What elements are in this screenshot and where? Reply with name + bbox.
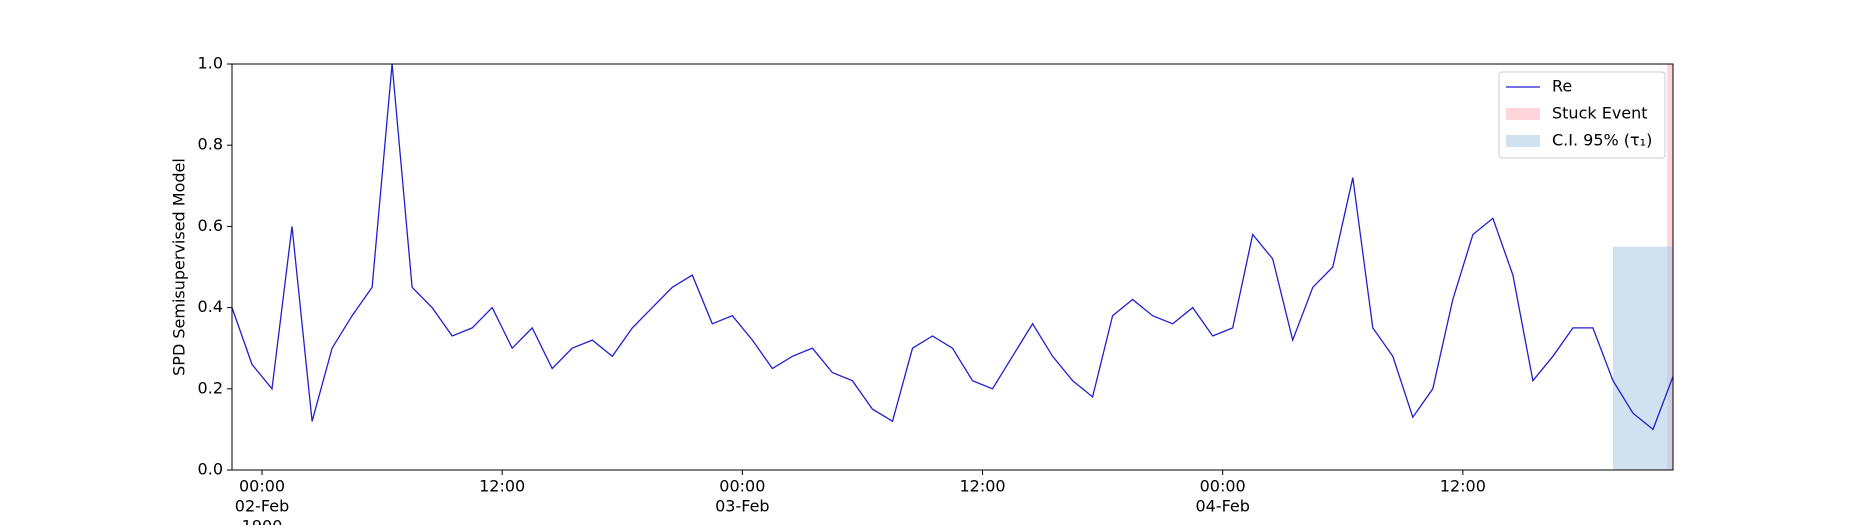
legend-label: Stuck Event <box>1552 104 1648 123</box>
x-tick-label: 02-Feb <box>235 497 289 516</box>
y-tick-label: 0.4 <box>198 297 223 316</box>
x-tick-label: 12:00 <box>479 477 525 496</box>
x-tick-label: 03-Feb <box>715 497 769 516</box>
y-tick-label: 0.8 <box>198 135 223 154</box>
x-tick-label: 00:00 <box>239 477 285 496</box>
legend-box <box>1498 71 1666 159</box>
y-tick-label: 1.0 <box>198 54 223 73</box>
x-tick-label: 12:00 <box>959 477 1005 496</box>
y-axis-label: SPD Semisupervised Model <box>170 158 189 376</box>
y-tick-label: 0.6 <box>198 216 223 235</box>
legend-label: C.I. 95% (τ₁) <box>1552 131 1652 150</box>
region <box>1612 246 1673 470</box>
legend-swatch <box>1506 108 1540 120</box>
x-tick-label: 1900 <box>242 517 283 525</box>
plot-frame <box>231 63 1674 471</box>
legend-swatch <box>1506 135 1540 147</box>
legend: Re Stuck Event C.I. 95% (τ₁) <box>1498 71 1666 159</box>
y-tick-label: 0.0 <box>198 460 223 479</box>
line <box>231 63 1674 431</box>
y-tick-label: 0.2 <box>198 378 223 397</box>
x-tick-label: 04-Feb <box>1195 497 1249 516</box>
x-tick-label: 12:00 <box>1440 477 1486 496</box>
x-tick-label: 00:00 <box>1200 477 1246 496</box>
legend-label: Re <box>1552 77 1572 96</box>
x-tick-label: 00:00 <box>719 477 765 496</box>
